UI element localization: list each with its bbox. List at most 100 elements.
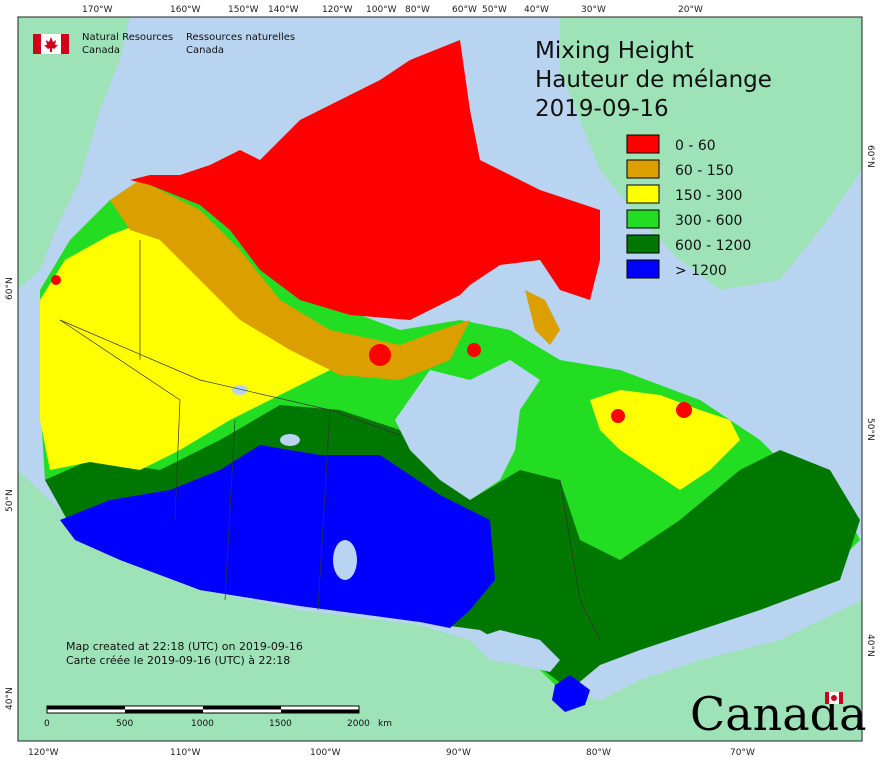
bottom-tick: 70°W — [730, 748, 755, 758]
legend-label-2: 150 - 300 — [675, 188, 742, 204]
top-tick: 120°W — [322, 5, 353, 15]
scale-bar-seg-3 — [203, 706, 281, 710]
boundary-sk-mb — [317, 409, 331, 611]
region-0-60-spot-2 — [611, 409, 625, 423]
scale-bar-seg-2 — [125, 709, 203, 713]
top-tick: 80°W — [405, 5, 430, 15]
scale-bar: 0 500 1000 1500 2000 km — [44, 705, 392, 729]
top-tick: 160°W — [170, 5, 201, 15]
wordmark-maple-icon — [831, 695, 837, 701]
scale-label: 1000 — [191, 719, 214, 729]
water-bodies — [232, 360, 560, 672]
boundary-ab-sk — [224, 419, 236, 601]
agency-name-fr-2: Canada — [186, 45, 224, 56]
legend-label-1: 60 - 150 — [675, 163, 734, 179]
bottom-tick: 120°W — [28, 748, 59, 758]
wordmark-flag-left — [825, 692, 829, 704]
region-0-60-arctic — [130, 40, 600, 320]
lake-3 — [232, 385, 248, 395]
top-tick: 150°W — [228, 5, 259, 15]
map-border — [17, 16, 863, 742]
region-0-60-spot-4 — [467, 343, 481, 357]
bottom-tick: 110°W — [170, 748, 201, 758]
region-150-300-west — [40, 220, 330, 470]
region-60-150-east — [525, 290, 560, 345]
left-tick: 40°N — [5, 687, 15, 710]
agency-name-en-2: Canada — [82, 45, 120, 56]
legend-swatch-4 — [626, 234, 660, 254]
creation-notes: Map created at 22:18 (UTC) on 2019-09-16… — [66, 640, 303, 667]
right-tick: 60°N — [865, 145, 875, 168]
region-over-1200-ontario — [552, 675, 590, 712]
greenland-land — [560, 17, 862, 290]
scale-label: 0 — [44, 719, 50, 729]
lake-1 — [333, 540, 357, 580]
nrcan-logo: Natural Resources Canada Ressources natu… — [33, 32, 295, 56]
top-tick: 40°W — [524, 5, 549, 15]
title-date: 2019-09-16 — [535, 96, 669, 122]
bottom-tick: 100°W — [310, 748, 341, 758]
top-tick: 140°W — [268, 5, 299, 15]
title-en: Mixing Height — [535, 38, 694, 64]
bottom-tick: 90°W — [446, 748, 471, 758]
hudson-bay — [395, 360, 540, 500]
region-60-150-north — [110, 180, 470, 380]
scale-bar-seg-1 — [47, 706, 125, 710]
region-0-60-spot-5 — [51, 275, 61, 285]
map-title: Mixing Height Hauteur de mélange 2019-09… — [535, 38, 772, 122]
legend-swatch-1 — [626, 159, 660, 179]
legend-label-0: 0 - 60 — [675, 138, 716, 154]
scale-bar-seg-4 — [281, 709, 359, 713]
top-tick: 30°W — [581, 5, 606, 15]
region-0-60-spot-1 — [369, 344, 391, 366]
usa-land — [18, 470, 862, 741]
legend-swatch-2 — [626, 184, 660, 204]
left-tick: 50°N — [5, 489, 15, 512]
region-over-1200 — [60, 445, 495, 628]
title-fr: Hauteur de mélange — [535, 67, 772, 93]
great-lakes — [470, 630, 560, 672]
right-tick: 40°N — [865, 634, 875, 657]
alaska-land — [18, 17, 130, 290]
agency-name-en-1: Natural Resources — [82, 32, 173, 43]
right-tick: 50°N — [865, 418, 875, 441]
lake-2 — [280, 434, 300, 446]
region-150-300-quebec — [590, 390, 740, 490]
top-tick: 20°W — [678, 5, 703, 15]
agency-name-fr-1: Ressources naturelles — [186, 32, 295, 43]
region-0-60-spot-3 — [676, 402, 692, 418]
foreign-land — [18, 17, 862, 741]
boundary-on-qc — [559, 479, 601, 641]
left-ticks: 60°N 50°N 40°N — [5, 277, 15, 710]
top-tick: 170°W — [82, 5, 113, 15]
scale-label: 500 — [116, 719, 133, 729]
scale-label: 2000 — [347, 719, 370, 729]
provincial-boundaries — [59, 240, 601, 641]
bottom-tick: 80°W — [586, 748, 611, 758]
top-tick: 50°W — [482, 5, 507, 15]
top-tick: 60°W — [452, 5, 477, 15]
flag-left-bar — [33, 34, 41, 54]
right-ticks: 60°N 50°N 40°N — [865, 145, 875, 657]
note-created-en: Map created at 22:18 (UTC) on 2019-09-16 — [66, 640, 303, 653]
top-tick: 100°W — [366, 5, 397, 15]
flag-right-bar — [61, 34, 69, 54]
legend-swatch-5 — [626, 259, 660, 279]
left-tick: 60°N — [5, 277, 15, 300]
legend-label-5: > 1200 — [675, 263, 727, 279]
top-ticks: 170°W 160°W 150°W 140°W 120°W 100°W 80°W… — [82, 5, 703, 15]
legend-swatch-3 — [626, 209, 660, 229]
scale-unit: km — [378, 719, 392, 729]
maple-leaf-icon — [44, 37, 58, 52]
boundary-60n — [59, 319, 401, 436]
scale-label: 1500 — [269, 719, 292, 729]
canada-wordmark: Canada — [690, 687, 867, 741]
legend-label-4: 600 - 1200 — [675, 238, 751, 254]
wordmark-flag-right — [839, 692, 843, 704]
bottom-ticks: 120°W 110°W 100°W 90°W 80°W 70°W — [28, 748, 755, 758]
legend-label-3: 300 - 600 — [675, 213, 742, 229]
boundary-bc-ab — [59, 319, 181, 521]
note-created-fr: Carte créée le 2019-09-16 (UTC) à 22:18 — [66, 654, 290, 667]
